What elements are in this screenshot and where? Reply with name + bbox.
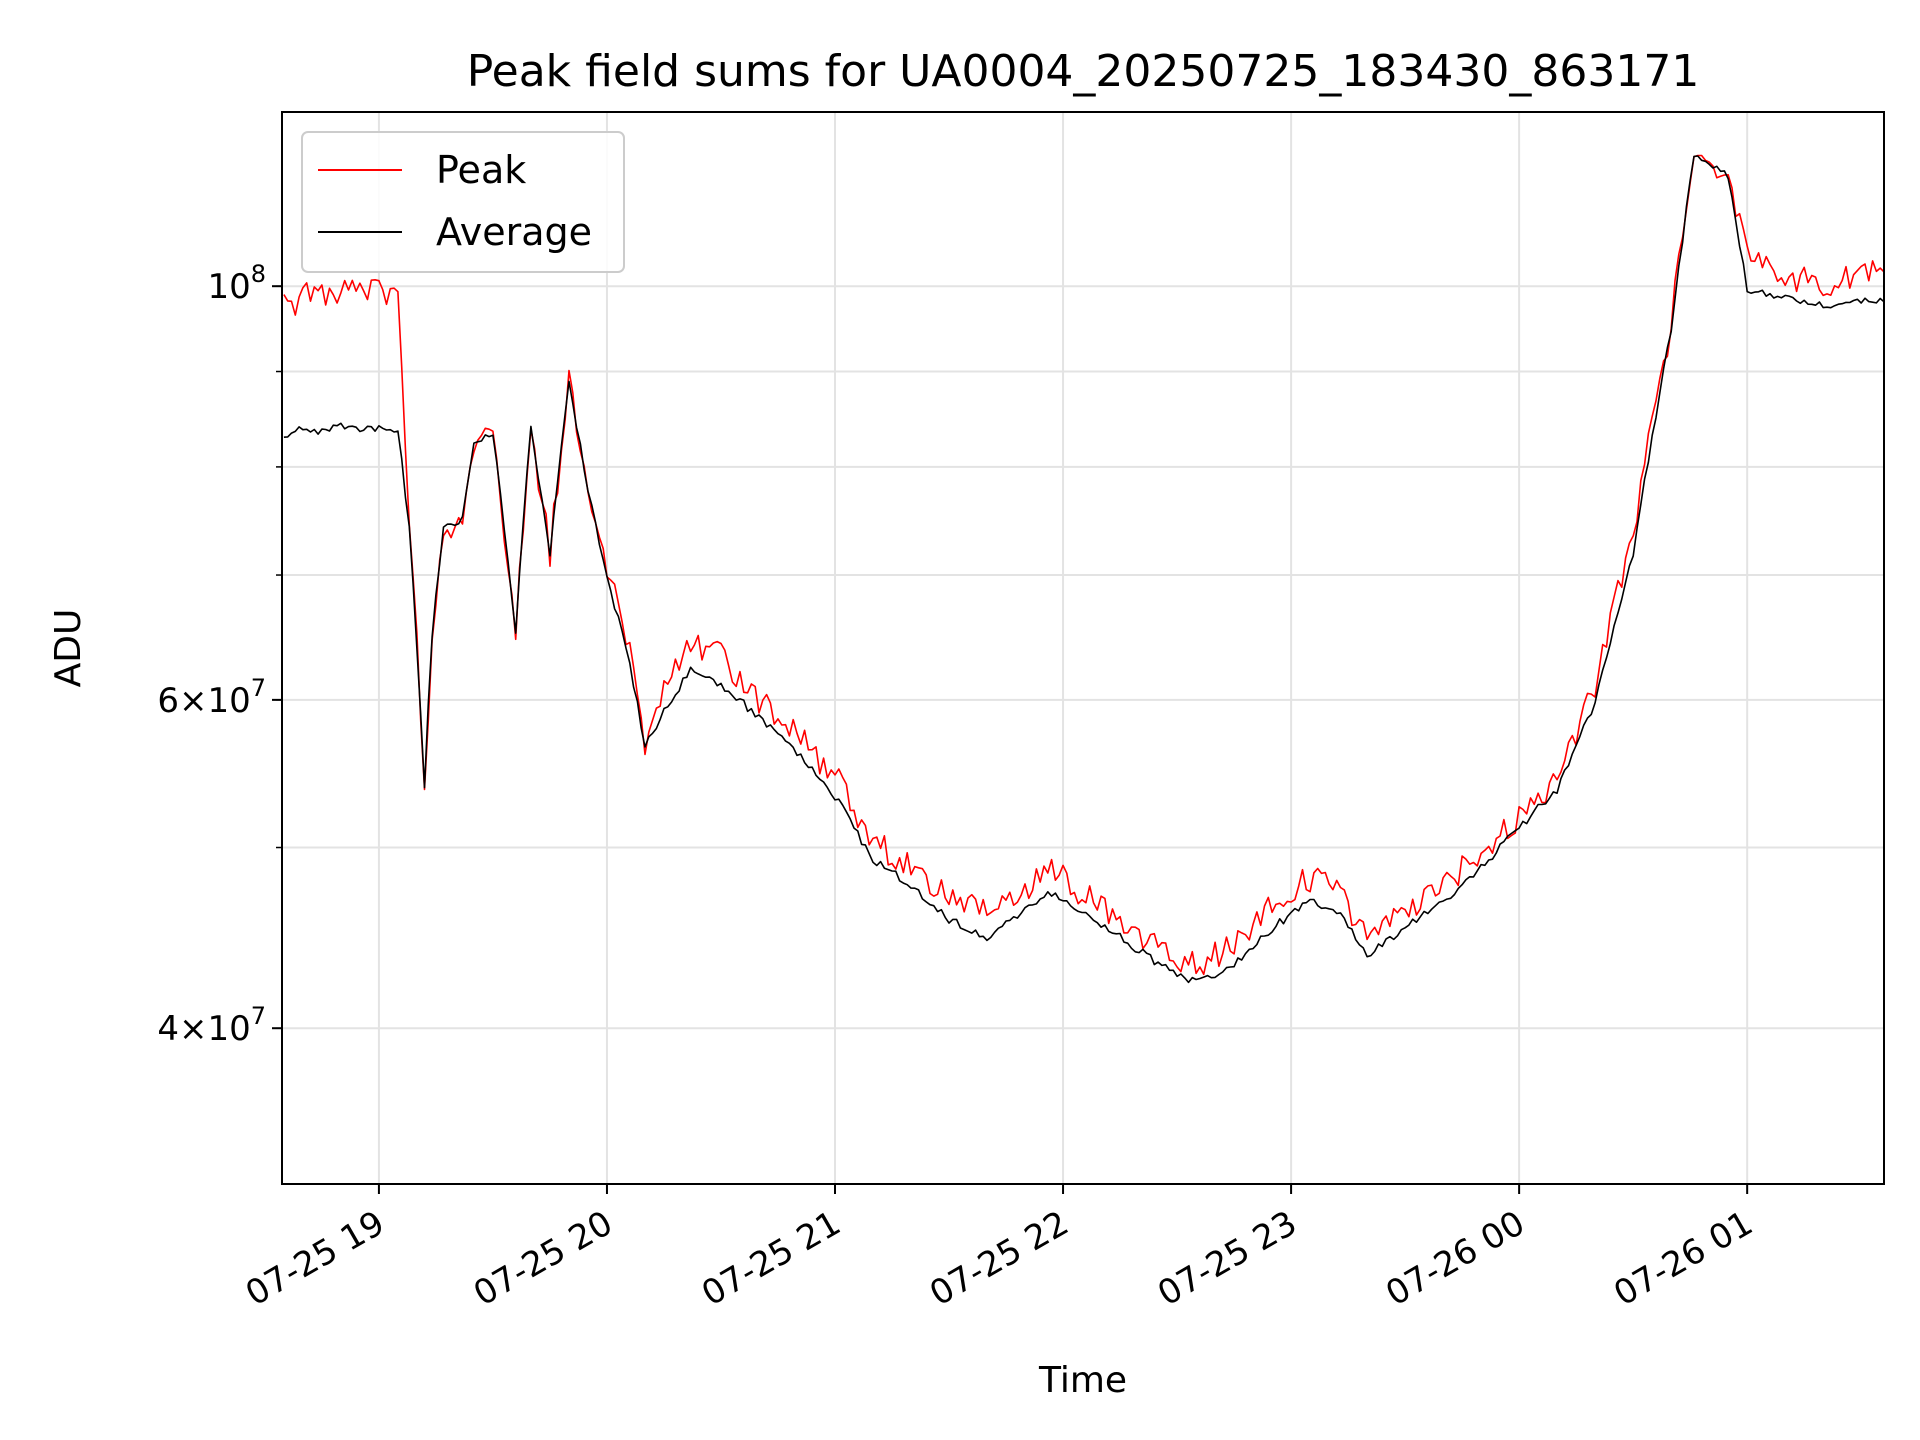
x-tick-label: 07-26 01 xyxy=(1607,1203,1759,1314)
legend-box xyxy=(301,131,625,273)
legend-label-peak: Peak xyxy=(436,148,526,192)
chart-title: Peak field sums for UA0004_20250725_1834… xyxy=(467,46,1700,97)
legend-label-average: Average xyxy=(436,210,592,254)
y-tick-label: 108 xyxy=(207,260,266,307)
x-tick-label: 07-25 19 xyxy=(239,1203,391,1314)
y-tick-label: 4×107 xyxy=(157,1002,266,1049)
legend: Peak Average xyxy=(301,131,625,273)
plot-frame xyxy=(281,111,1885,1185)
y-axis-label: ADU xyxy=(48,609,89,688)
series-line-average xyxy=(283,155,1884,984)
x-axis-label: Time xyxy=(1038,1360,1127,1401)
plot-lines xyxy=(283,154,1884,984)
x-tick-label: 07-25 20 xyxy=(467,1203,619,1314)
y-tick-label: 6×107 xyxy=(157,674,266,721)
series-line-peak xyxy=(283,154,1884,976)
x-tick-label: 07-25 22 xyxy=(923,1203,1075,1314)
x-tick-label: 07-26 00 xyxy=(1379,1203,1531,1314)
x-tick-label: 07-25 23 xyxy=(1151,1203,1303,1314)
y-axis: 108 6×107 4×107 xyxy=(157,260,282,1049)
grid xyxy=(282,112,1884,1184)
x-tick-label: 07-25 21 xyxy=(695,1203,847,1314)
x-axis: 07-25 19 07-25 20 07-25 21 07-25 22 07-25 23… xyxy=(239,1184,1760,1314)
